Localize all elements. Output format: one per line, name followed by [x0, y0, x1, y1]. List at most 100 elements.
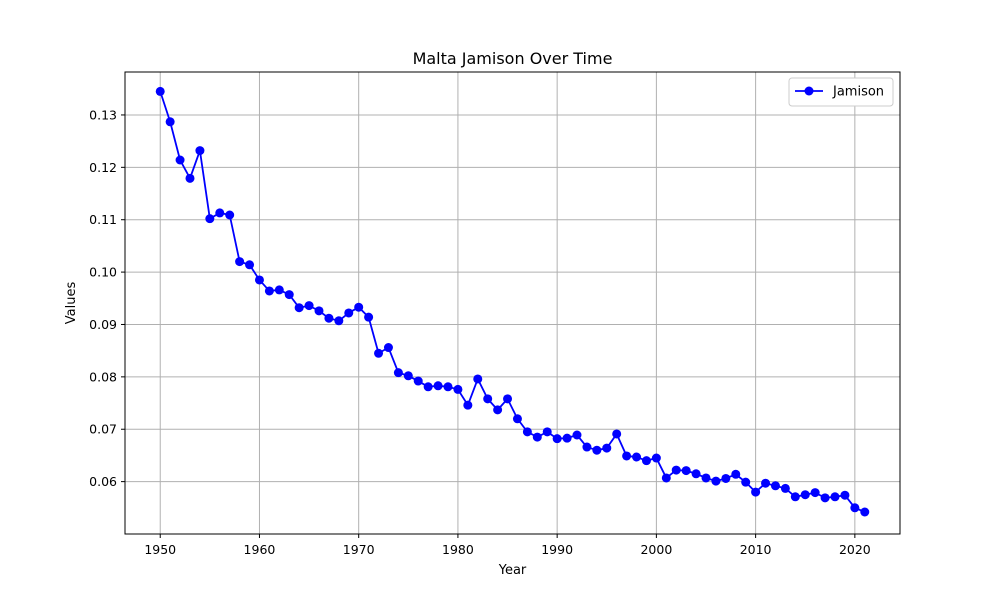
data-point	[622, 451, 632, 461]
data-point	[602, 443, 612, 453]
data-point	[651, 453, 661, 463]
y-tick-label: 0.11	[89, 212, 117, 227]
data-point	[780, 483, 790, 493]
y-tick-label: 0.12	[89, 160, 117, 175]
grid	[125, 72, 900, 534]
data-point	[741, 477, 751, 487]
data-point	[423, 382, 433, 392]
x-tick-label: 1960	[244, 542, 276, 557]
data-point	[294, 303, 304, 313]
data-point	[830, 492, 840, 502]
y-tick-label: 0.07	[89, 422, 117, 437]
data-point	[503, 394, 513, 404]
data-point	[721, 473, 731, 483]
data-point	[671, 465, 681, 475]
data-point	[860, 507, 870, 517]
data-point	[800, 490, 810, 500]
data-point	[840, 490, 850, 500]
data-point	[810, 488, 820, 498]
legend-box	[788, 77, 894, 107]
x-tick-label: 1990	[541, 542, 573, 557]
data-point	[731, 469, 741, 479]
data-point	[453, 384, 463, 394]
series-layer	[155, 86, 870, 517]
plot-frame	[124, 71, 901, 535]
data-point	[185, 173, 195, 183]
data-point	[612, 429, 622, 439]
data-point	[850, 503, 860, 513]
data-point	[443, 382, 453, 392]
data-point	[562, 433, 572, 443]
x-tick-label: 1950	[144, 542, 176, 557]
data-point	[661, 473, 671, 483]
legend-marker-swatch	[804, 86, 814, 96]
data-point	[235, 257, 245, 267]
x-axis-label: Year	[498, 563, 527, 578]
data-point	[493, 405, 503, 415]
data-point	[711, 476, 721, 486]
data-point	[552, 434, 562, 444]
ticks: 1950 1960 1970 1980 1990 2000 2010 2020 0.06 0.07…	[89, 107, 871, 557]
data-point	[374, 348, 384, 358]
y-tick-label: 0.09	[89, 317, 117, 332]
legend: Jamison	[788, 77, 894, 107]
data-point	[691, 469, 701, 479]
y-tick-label: 0.08	[89, 369, 117, 384]
data-point	[215, 208, 225, 218]
data-point	[195, 146, 205, 156]
y-axis-label: Values	[64, 282, 79, 325]
y-tick-label: 0.06	[89, 474, 117, 489]
x-tick-label: 1980	[442, 542, 474, 557]
data-point	[632, 452, 642, 462]
y-tick-label: 0.13	[89, 107, 117, 122]
data-point	[820, 493, 830, 503]
data-point	[264, 286, 274, 296]
data-point	[761, 478, 771, 488]
data-point	[572, 430, 582, 440]
data-point	[254, 275, 264, 285]
data-point	[592, 445, 602, 455]
data-point	[463, 400, 473, 410]
data-point	[483, 394, 493, 404]
data-point	[334, 316, 344, 326]
data-point	[522, 427, 532, 437]
data-point	[512, 414, 522, 424]
data-point	[175, 155, 185, 165]
x-tick-label: 1970	[343, 542, 375, 557]
x-tick-label: 2010	[740, 542, 772, 557]
data-point	[205, 214, 215, 224]
data-point	[413, 376, 423, 386]
data-point	[274, 285, 284, 295]
data-point	[284, 290, 294, 300]
data-point	[245, 260, 255, 270]
chart-title: Malta Jamison Over Time	[413, 49, 613, 68]
data-point	[393, 368, 403, 378]
data-point	[344, 308, 354, 318]
data-point	[324, 313, 334, 323]
data-point	[681, 466, 691, 476]
data-point	[364, 312, 374, 322]
data-point	[383, 343, 393, 353]
data-point	[473, 374, 483, 384]
data-point	[155, 86, 165, 96]
data-point	[790, 492, 800, 502]
data-point	[433, 381, 443, 391]
data-point	[770, 481, 780, 491]
data-point	[641, 456, 651, 466]
data-point	[701, 473, 711, 483]
legend-label-jamison: Jamison	[832, 85, 884, 100]
data-point	[532, 432, 542, 442]
data-point	[304, 301, 314, 311]
data-point	[314, 306, 324, 316]
x-tick-label: 2000	[640, 542, 672, 557]
data-point	[354, 302, 364, 312]
data-point	[225, 210, 235, 220]
data-point	[751, 487, 761, 497]
data-point	[403, 371, 413, 381]
data-point	[582, 442, 592, 452]
y-tick-label: 0.10	[89, 265, 117, 280]
data-point	[542, 427, 552, 437]
data-point	[165, 117, 175, 127]
x-tick-label: 2020	[839, 542, 871, 557]
